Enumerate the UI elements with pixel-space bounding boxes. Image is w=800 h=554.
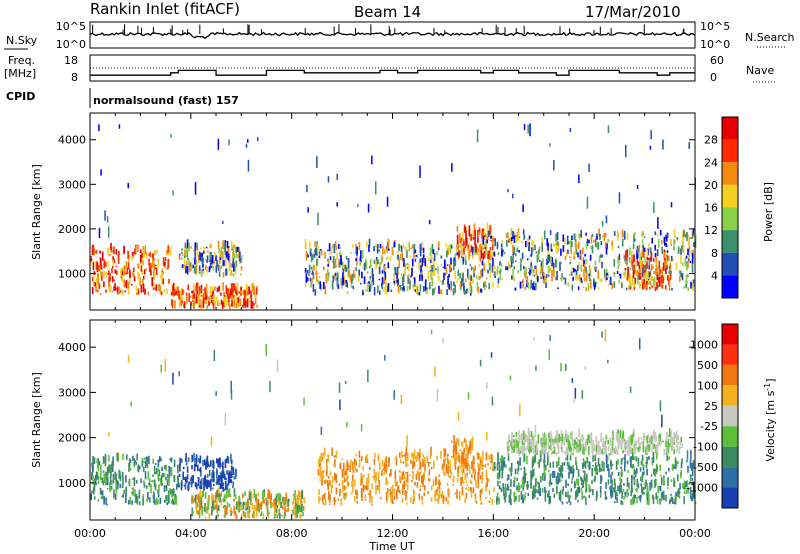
colorbar-swatch (722, 117, 738, 140)
freq-left-tick-top: 18 (64, 54, 78, 67)
colorbar-swatch (722, 405, 738, 427)
noise-left-tick-bottom: 10^0 (56, 38, 86, 51)
freq-label: Freq. (8, 54, 35, 67)
cpid-label: CPID (6, 90, 35, 103)
beam-label: Beam 14 (354, 3, 421, 21)
colorbar-tick: 100 (697, 379, 718, 392)
power-colorbar-label: Power [dB] (762, 182, 775, 242)
noise-left-tick-top: 10^5 (56, 20, 86, 33)
colorbar-tick: 1000 (690, 338, 718, 351)
colorbar-swatch (722, 467, 738, 488)
freq-trace (90, 69, 695, 76)
colorbar-swatch (722, 184, 738, 208)
nave-right-tick-bottom: 0 (710, 71, 717, 84)
y-tick-label: 3000 (58, 178, 86, 191)
nave-label: Nave (746, 64, 774, 77)
colorbar-swatch (722, 426, 738, 447)
x-axis-title: Time UT (368, 540, 414, 553)
colorbar-tick: 16 (704, 202, 718, 215)
cpid-text: normalsound (fast) 157 (93, 94, 239, 107)
freq-left-tick-bottom: 8 (71, 71, 78, 84)
colorbar-swatch (722, 487, 738, 508)
colorbar-swatch (722, 252, 738, 276)
y-tick-label: 4000 (58, 341, 86, 354)
colorbar-swatch (722, 275, 738, 298)
y-tick-label: 2000 (58, 432, 86, 445)
x-tick-label: 00:00 (679, 527, 711, 540)
y-tick-label: 3000 (58, 386, 86, 399)
x-tick-label: 08:00 (276, 527, 308, 540)
colorbar-tick: -25 (700, 420, 718, 433)
y-tick-label: 1000 (58, 267, 86, 280)
velocity-y-axis-label: Slant Range [km] (30, 372, 43, 468)
colorbar-swatch (722, 162, 738, 185)
colorbar-swatch (722, 324, 738, 345)
power-echoes (90, 123, 697, 310)
colorbar-swatch (722, 446, 738, 468)
noise-right-tick-bottom: 10^0 (700, 38, 730, 51)
colorbar-tick: 500 (697, 359, 718, 372)
y-tick-label: 1000 (58, 477, 86, 490)
noise-trace (89, 24, 696, 40)
noise-left-label: N.Sky (6, 34, 38, 47)
y-tick-label: 4000 (58, 134, 86, 147)
colorbar-swatch (722, 385, 738, 406)
power-y-axis: 1000 2000 3000 4000 (58, 134, 695, 280)
power-panel: 1000 2000 3000 4000 Slant Range [km] 4 8 12 16… (30, 112, 775, 311)
time-axis-labels: 00:00 04:00 08:00 12:00 16:00 20:00 00:00 (74, 527, 711, 540)
station-title: Rankin Inlet (fitACF) (90, 0, 240, 18)
colorbar-tick: -1000 (686, 482, 718, 495)
freq-panel: Freq. [MHz] 18 8 60 0 Nave (4, 54, 775, 84)
y-tick-label: 2000 (58, 223, 86, 236)
x-tick-label: 12:00 (377, 527, 409, 540)
colorbar-swatch (722, 207, 738, 231)
colorbar-swatch (722, 230, 738, 253)
x-tick-label: 20:00 (578, 527, 610, 540)
colorbar-tick: 8 (711, 247, 718, 260)
colorbar-tick: 28 (704, 134, 718, 147)
noise-right-tick-top: 10^5 (700, 20, 730, 33)
colorbar-tick: 4 (711, 269, 718, 282)
x-tick-label: 04:00 (175, 527, 207, 540)
x-tick-label: 16:00 (477, 527, 509, 540)
colorbar-swatch (722, 344, 738, 365)
nave-right-tick-top: 60 (710, 54, 724, 67)
velocity-echoes (90, 329, 697, 519)
velocity-colorbar-label: Velocity [m s-1] (763, 378, 778, 461)
noise-panel: N.Sky 10^5 10^0 10^5 10^0 N.Search (4, 20, 795, 51)
colorbar-tick: -100 (693, 441, 718, 454)
power-x-axis (89, 113, 696, 310)
colorbar-swatch (722, 364, 738, 386)
colorbar-tick: 20 (704, 179, 718, 192)
x-tick-label: 00:00 (74, 527, 106, 540)
power-y-axis-label: Slant Range [km] (30, 164, 43, 260)
colorbar-tick: 24 (704, 156, 718, 169)
velocity-x-axis (89, 320, 696, 520)
power-colorbar: 4 8 12 16 20 24 28 (704, 116, 739, 299)
velocity-panel: 1000 2000 3000 4000 Slant Range [km] 1000 50… (30, 319, 778, 521)
date-label: 17/Mar/2010 (585, 3, 681, 21)
freq-unit-label: [MHz] (4, 67, 36, 80)
colorbar-swatch (722, 139, 738, 163)
velocity-y-axis: 1000 2000 3000 4000 (58, 341, 695, 490)
colorbar-tick: -500 (693, 461, 718, 474)
colorbar-tick: 25 (704, 400, 718, 413)
noise-right-label: N.Search (745, 31, 795, 44)
colorbar-tick: 12 (704, 224, 718, 237)
velocity-colorbar: 1000 500 100 25 -25 -100 -500 -1000 (686, 323, 739, 509)
